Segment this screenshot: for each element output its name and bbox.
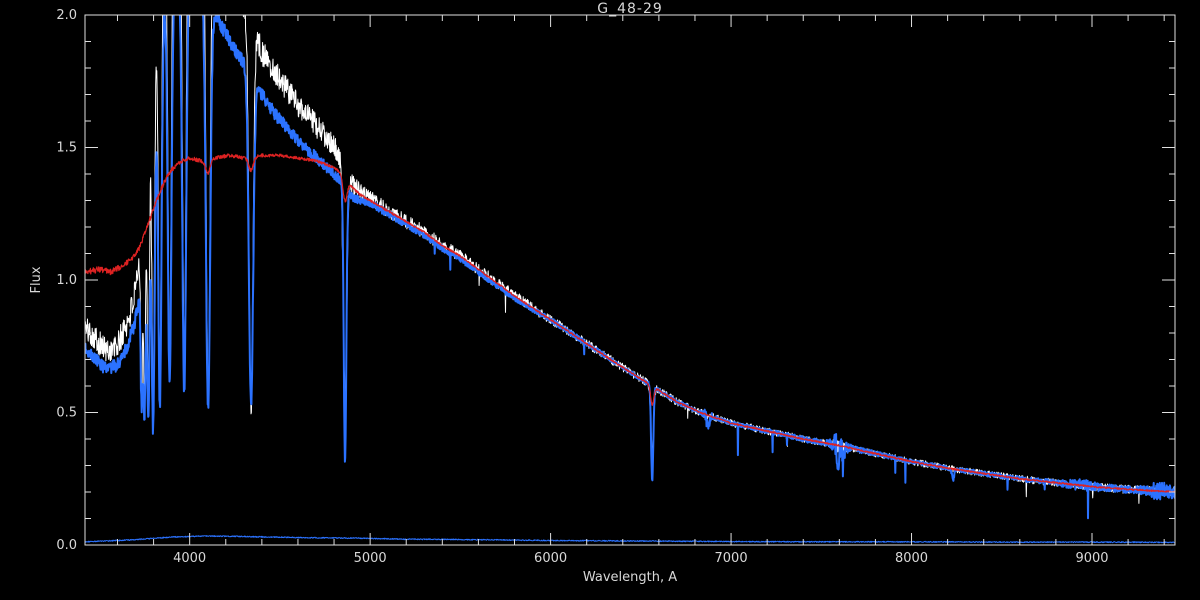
series-layer [85, 15, 1175, 544]
y-tick-label: 1.0 [56, 273, 77, 288]
axes-layer: 4000 5000 6000 7000 8000 9000 0.0 0.5 1.0 1.5 2.0 [56, 8, 1176, 566]
series-observed-blue [85, 15, 1175, 520]
x-axis-label: Wavelength, A [583, 570, 677, 585]
x-tick-label: 4000 [173, 551, 206, 566]
series-model-red [85, 153, 1175, 493]
x-tick-label: 8000 [895, 551, 928, 566]
axis-box [84, 14, 1176, 546]
chart-title: G_48-29 [597, 1, 663, 17]
y-tick-label: 0.5 [56, 406, 77, 421]
x-tick-label: 9000 [1075, 551, 1108, 566]
x-tick-label: 6000 [534, 551, 567, 566]
y-tick-label: 0.0 [56, 538, 77, 553]
y-tick-label: 1.5 [56, 141, 77, 156]
x-tick-label: 5000 [354, 551, 387, 566]
y-axis-label: Flux [29, 266, 44, 293]
y-tick-label: 2.0 [56, 8, 77, 23]
x-tick-label: 7000 [715, 551, 748, 566]
series-error-blue [85, 535, 1175, 544]
